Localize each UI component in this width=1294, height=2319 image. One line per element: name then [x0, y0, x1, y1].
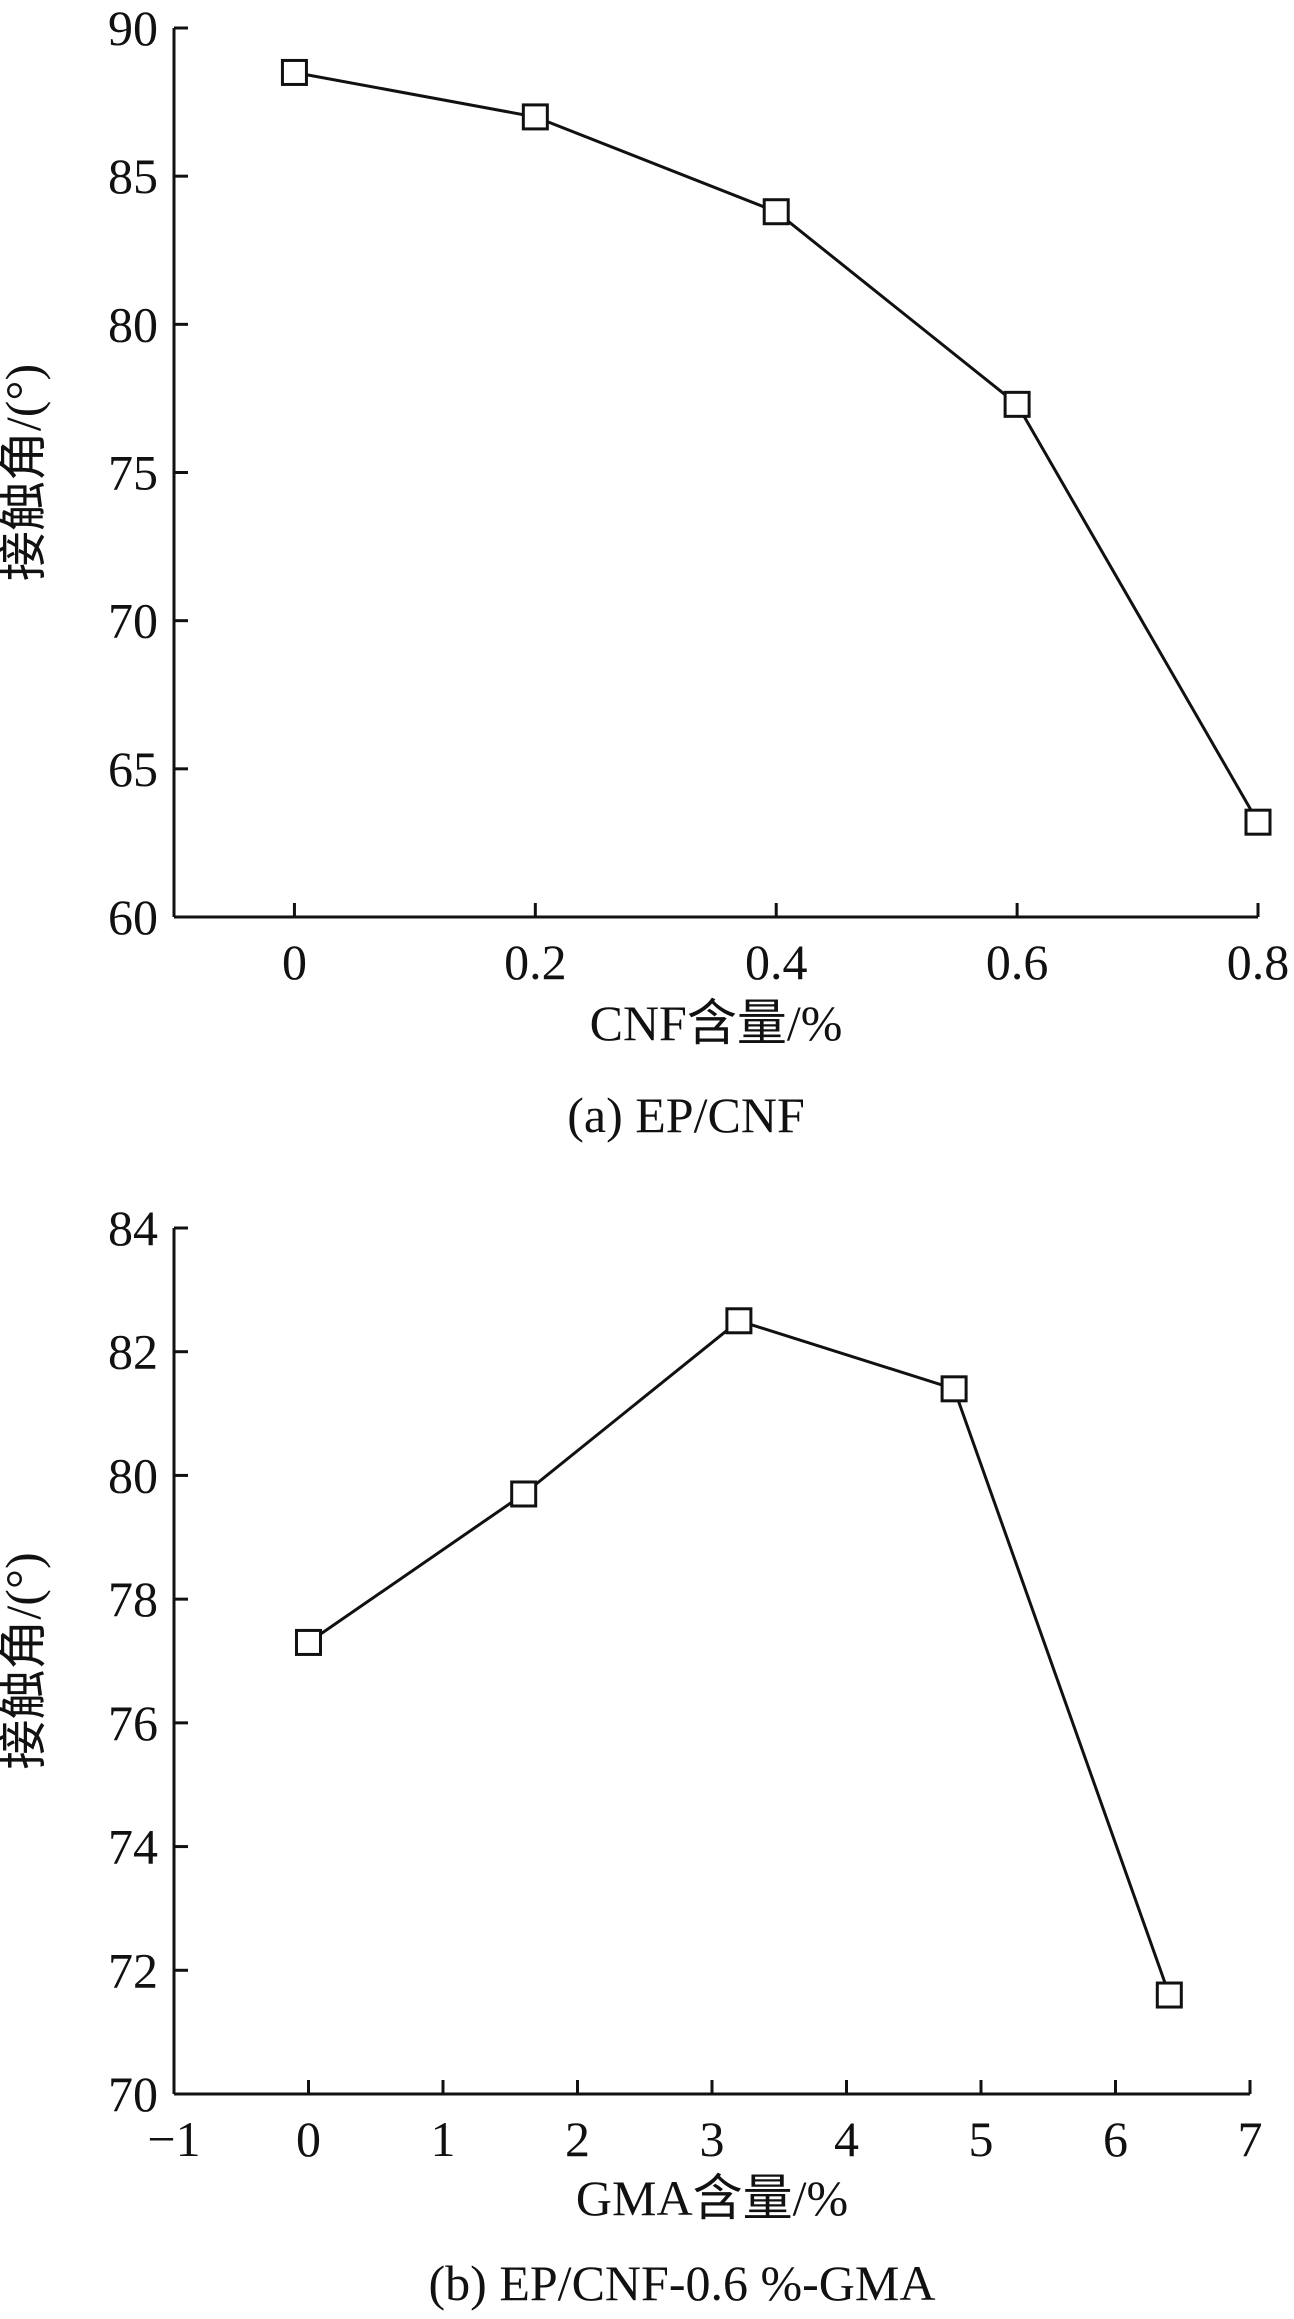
y-tick-label: 80: [108, 296, 158, 352]
data-point: [940, 1375, 968, 1403]
x-tick-label: 0.8: [1227, 934, 1290, 990]
y-tick-label: 85: [108, 148, 158, 204]
chart-caption: (b) EP/CNF-0.6 %-GMA: [429, 2255, 936, 2311]
x-tick-label: 5: [969, 2111, 994, 2167]
x-tick-label: 2: [565, 2111, 590, 2167]
x-tick-label: 4: [834, 2111, 859, 2167]
y-axis-title: 接触角/(°): [0, 364, 51, 581]
y-tick-label: 75: [108, 445, 158, 501]
data-point: [521, 103, 549, 131]
x-tick-label: 7: [1238, 2111, 1263, 2167]
y-tick-label: 80: [108, 1447, 158, 1503]
y-axis-title: 接触角/(°): [0, 1552, 51, 1769]
data-point: [1155, 1981, 1183, 2009]
chart-a: 60 65 70 75 80 85 90 0 0.2 0.4 0.6 0.8 CNF含量/% 接触角/(°…: [0, 0, 1289, 1143]
x-tick-label: 6: [1103, 2111, 1128, 2167]
y-tick-label: 82: [108, 1324, 158, 1380]
y-tick-label: 65: [108, 741, 158, 797]
data-point: [280, 58, 308, 86]
y-tick-label: 84: [108, 1200, 158, 1256]
y-tick-label: 76: [108, 1695, 158, 1751]
x-tick-label: 0: [296, 2111, 321, 2167]
x-tick-label: −1: [147, 2111, 200, 2167]
y-tick-label: 90: [108, 0, 158, 56]
y-tick-label: 60: [108, 889, 158, 945]
data-point: [1003, 390, 1031, 418]
chart-caption: (a) EP/CNF: [567, 1087, 805, 1143]
series-line: [294, 71, 1260, 823]
y-tick-label: 74: [108, 1819, 158, 1875]
data-point: [1244, 808, 1272, 836]
y-tick-label: 78: [108, 1571, 158, 1627]
series-line: [307, 1319, 1171, 1996]
data-point: [762, 198, 790, 226]
x-tick-label: 3: [700, 2111, 725, 2167]
data-point: [295, 1628, 322, 1656]
y-tick-label: 70: [108, 2066, 158, 2122]
y-tick-label: 70: [108, 593, 158, 649]
data-point: [510, 1480, 538, 1508]
y-tick-label: 72: [108, 1942, 158, 1998]
data-point: [725, 1307, 753, 1335]
x-tick-label: 0: [282, 934, 307, 990]
x-tick-label: 0.2: [504, 934, 567, 990]
x-tick-label: 0.4: [745, 934, 808, 990]
x-axis-title: GMA含量/%: [576, 2170, 848, 2226]
x-tick-label: 0.6: [986, 934, 1049, 990]
x-axis-title: CNF含量/%: [590, 995, 843, 1051]
chart-b: 70 72 74 76 78 80 82 84 −1 0 1 2 3 4 5 6 7 GMA含量/% 接触角/(°)…: [0, 1200, 1263, 2311]
x-tick-label: 1: [431, 2111, 456, 2167]
